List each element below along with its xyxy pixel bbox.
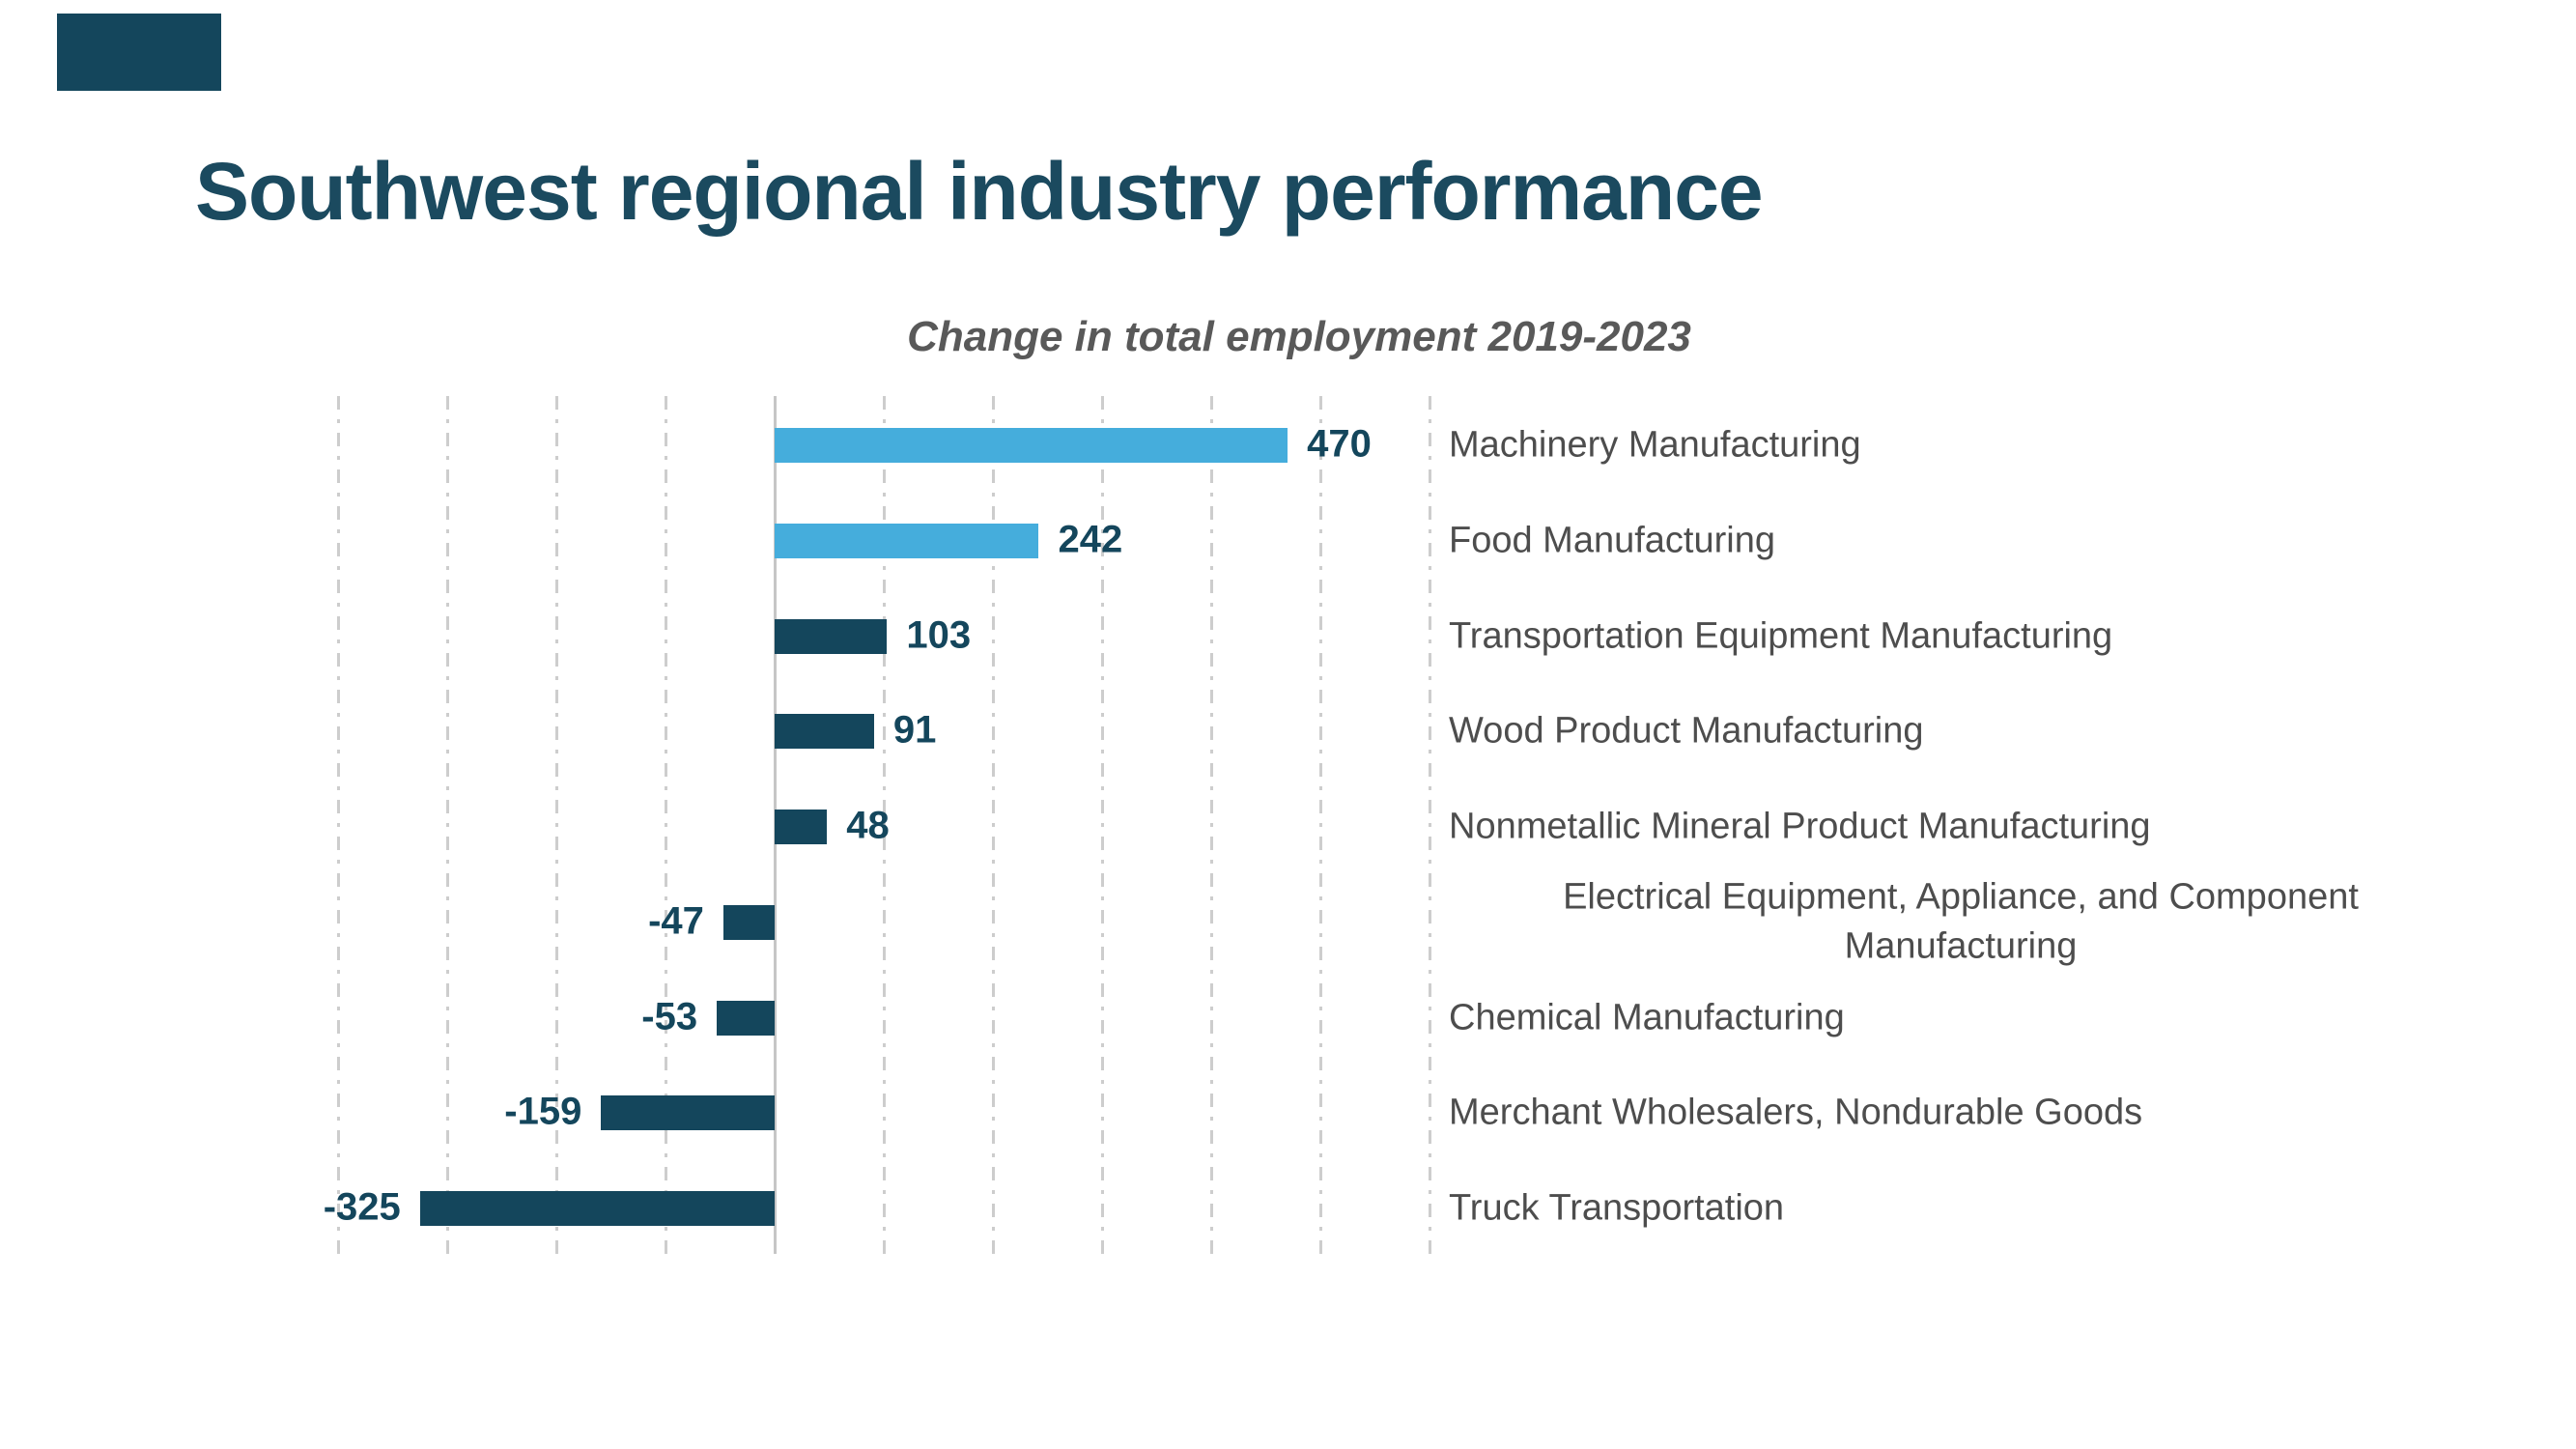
gridline: [991, 396, 995, 1254]
gridline: [1318, 396, 1322, 1254]
category-label: Wood Product Manufacturing: [1449, 710, 1924, 752]
page-title: Southwest regional industry performance: [195, 146, 1764, 237]
bar-6: [722, 904, 775, 940]
gridline: [882, 396, 886, 1254]
category-label: Food Manufacturing: [1449, 520, 1775, 561]
bar-5: [775, 810, 828, 844]
category-label: Electrical Equipment, Appliance, and Com…: [1563, 876, 2359, 967]
category-label: Merchant Wholesalers, Nondurable Goods: [1449, 1092, 2143, 1133]
value-label: -325: [323, 1185, 401, 1229]
category-label: Transportation Equipment Manufacturing: [1449, 614, 2113, 656]
gridline: [664, 396, 667, 1254]
bar-2: [775, 523, 1039, 558]
value-label: 470: [1307, 422, 1372, 466]
value-label: -159: [504, 1090, 582, 1133]
category-label: Chemical Manufacturing: [1449, 996, 1845, 1037]
bar-7: [717, 1000, 775, 1036]
gridline: [1209, 396, 1213, 1254]
bar-8: [601, 1095, 775, 1131]
gridline: [554, 396, 558, 1254]
chart-title: Change in total employment 2019-2023: [907, 313, 1691, 360]
value-label: 103: [906, 613, 972, 657]
value-label: -47: [648, 899, 704, 943]
bar-3: [775, 618, 888, 654]
value-label: -53: [641, 995, 698, 1038]
value-label: 48: [846, 804, 890, 847]
bar-9: [419, 1191, 775, 1226]
gridline: [1100, 396, 1104, 1254]
bar-4: [775, 714, 874, 750]
category-label: Nonmetallic Mineral Product Manufacturin…: [1449, 806, 2151, 847]
corner-accent-rectangle: [57, 14, 221, 91]
plot-area: 470 Machinery Manufacturing 242 Food Manufa…: [324, 396, 2359, 1254]
gridline: [336, 396, 340, 1254]
category-label: Truck Transportation: [1449, 1187, 1785, 1229]
bar-1: [775, 428, 1288, 463]
value-label: 91: [892, 708, 937, 752]
value-label: 242: [1058, 518, 1123, 561]
category-label: Machinery Manufacturing: [1449, 424, 1861, 466]
gridline: [445, 396, 449, 1254]
gridline: [1428, 396, 1431, 1254]
